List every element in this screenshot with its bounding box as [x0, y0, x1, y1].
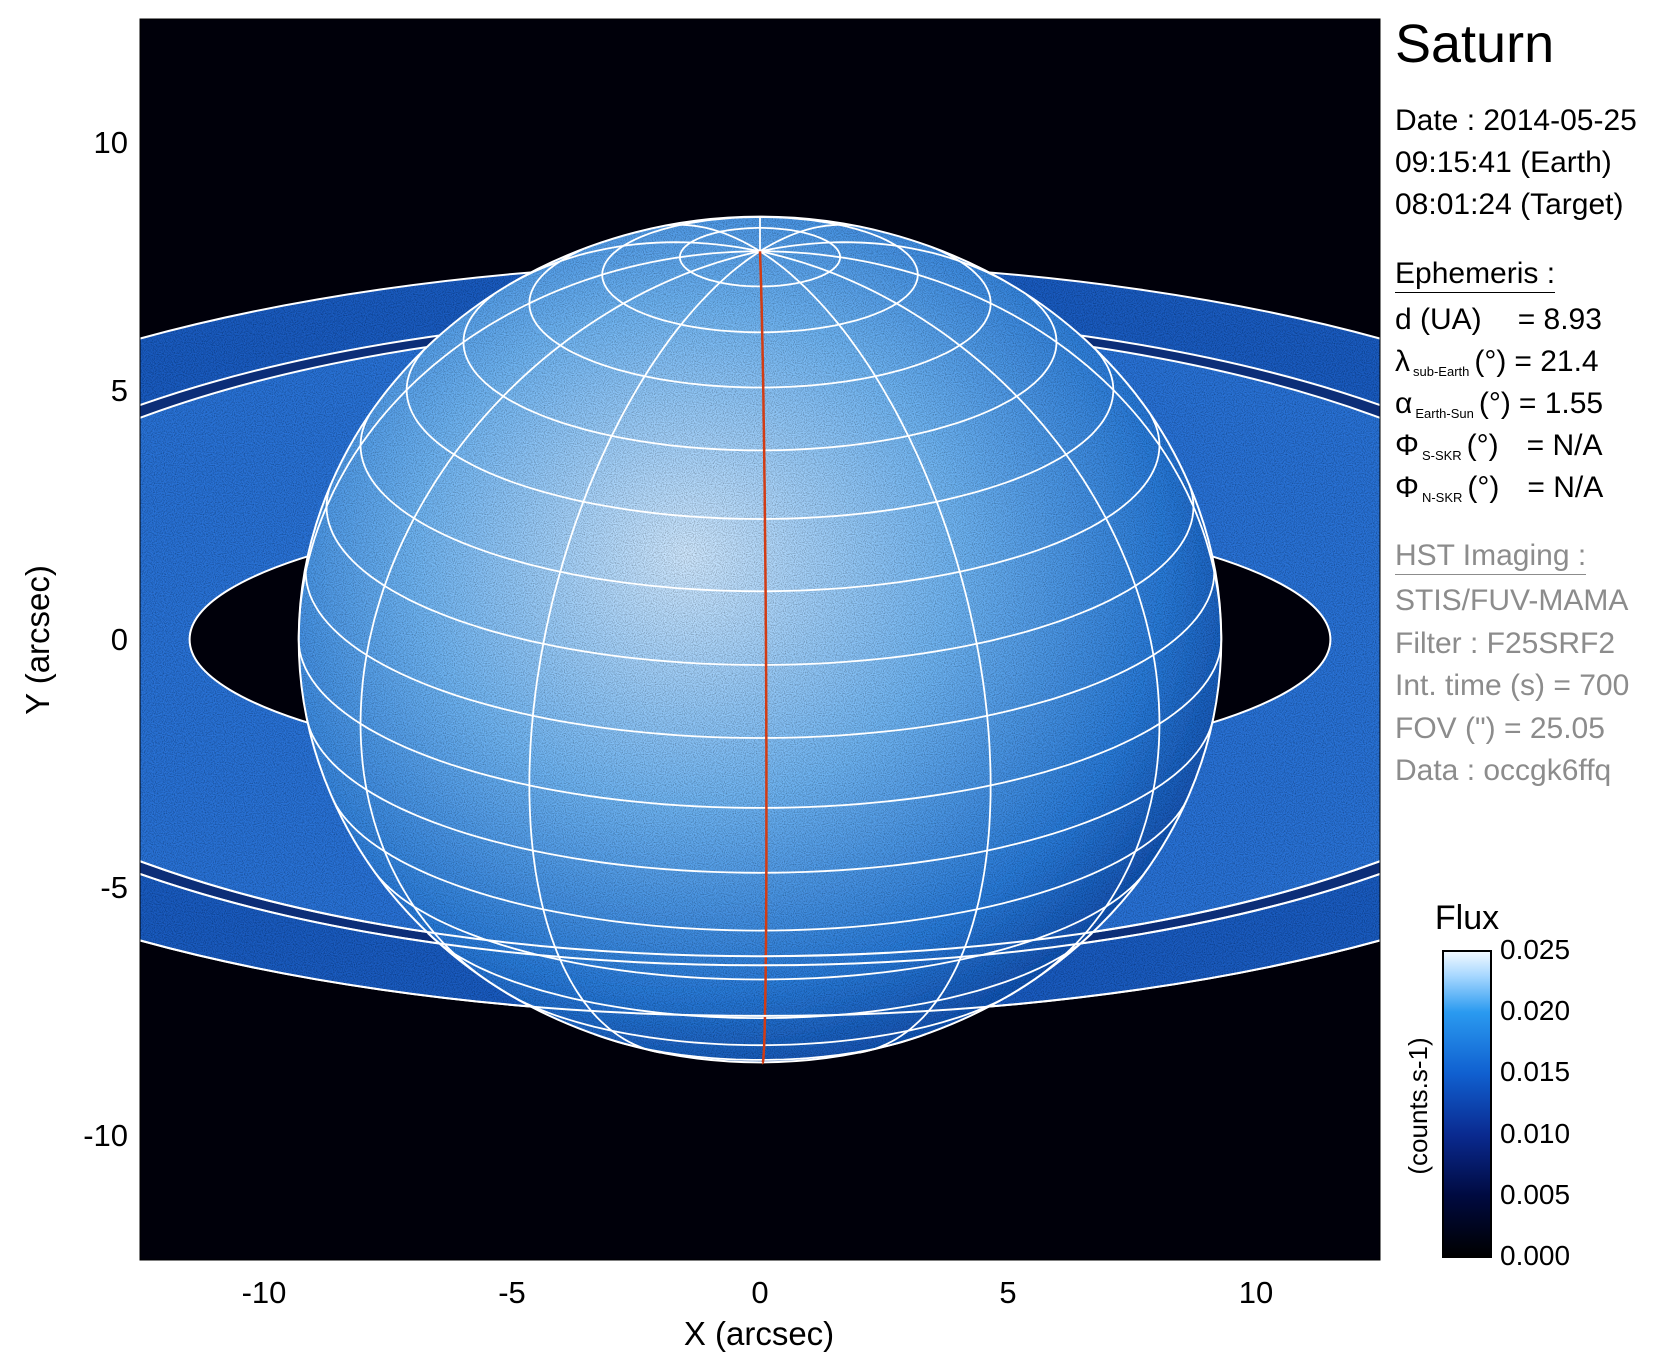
y-tick-label: -5 [100, 869, 128, 905]
planet-body [298, 216, 1222, 1063]
latitude-line [528, 246, 992, 389]
latitude-line [497, 986, 1023, 1047]
meridian-line [516, 241, 761, 282]
latitude-line [325, 484, 1195, 666]
meridian-line [359, 250, 761, 995]
ephemeris-symbol: Φ [1395, 471, 1419, 504]
colorbar-label: (counts.s-1) [1403, 1037, 1433, 1175]
imaging-row: Int. time (s) = 700 [1395, 669, 1630, 702]
y-tick-label: 5 [110, 373, 128, 409]
ephemeris-subscript: S-SKR [1421, 448, 1462, 463]
ephemeris-value: = N/A [1526, 429, 1603, 462]
ephemeris-subscript: N-SKR [1421, 490, 1463, 505]
meridian-line [759, 250, 992, 1054]
meridian-line [759, 250, 1161, 995]
ring-front-outline [140, 860, 1380, 958]
meridian-line [297, 250, 761, 640]
x-axis-label: X (arcsec) [683, 1315, 835, 1352]
colorbar-tick-label: 0.005 [1500, 1178, 1571, 1210]
colorbar-tick-label: 0.015 [1500, 1056, 1571, 1088]
latitude-line [427, 932, 1093, 1020]
y-tick-label: 0 [110, 621, 128, 657]
ring-front-outline [140, 872, 1380, 967]
imaging-row: Data : occgk6ffq [1395, 754, 1612, 787]
imaging-row: Filter : F25SRF2 [1395, 626, 1616, 660]
colorbar-tick-label: 0.010 [1500, 1117, 1571, 1149]
x-tick-label: -5 [498, 1275, 526, 1310]
ephemeris-row: λ sub-Earth (°) = 21.4 [1395, 344, 1599, 390]
latitude-line [304, 566, 1216, 739]
time-target: 08:01:24 (Target) [1395, 188, 1624, 221]
ephemeris-row: d (UA) = 8.93 [1395, 302, 1602, 348]
latitude-line [305, 718, 1215, 874]
ephemeris-symbol: d (UA) [1395, 303, 1482, 336]
colorbar-tick-label: 0.025 [1500, 934, 1571, 965]
ephemeris-row: α Earth-Sun (°) = 1.55 [1395, 386, 1603, 432]
ephemeris-subscript: Earth-Sun [1415, 406, 1474, 421]
latitude-line [462, 293, 1058, 452]
y-tick-label: -10 [83, 1117, 128, 1153]
y-tick-label: 10 [93, 125, 128, 161]
imaging-title: HST Imaging : [1395, 539, 1587, 575]
date-label: Date : 2014-05-25 [1395, 104, 1637, 137]
ephemeris-row: Φ S-SKR (°) = N/A [1395, 428, 1603, 474]
ephemeris-row: Φ N-SKR (°) = N/A [1395, 470, 1603, 516]
ephemeris-unit: (°) [1466, 429, 1499, 462]
colorbar [1442, 950, 1492, 1258]
x-tick-label: 0 [751, 1275, 769, 1310]
ephemeris-value: = N/A [1527, 471, 1604, 504]
imaging-row: STIS/FUV-MAMA [1395, 584, 1629, 617]
meridian-line [759, 241, 1004, 282]
ephemeris-unit: (°) [1474, 345, 1507, 378]
ephemeris-symbol: α [1395, 387, 1413, 420]
meridian-line [666, 223, 761, 253]
x-tick-label: 10 [1238, 1275, 1274, 1310]
ephemeris-title: Ephemeris : [1395, 257, 1556, 293]
ephemeris-symbol: λ [1395, 345, 1410, 378]
latitude-line [359, 414, 1161, 593]
latitude-line [405, 349, 1115, 520]
imaging-row: FOV (") = 25.05 [1395, 711, 1605, 745]
latitude-line [332, 799, 1188, 932]
central-meridian-line [758, 251, 768, 1065]
latitude-line [371, 868, 1149, 981]
ephemeris-unit: (°) [1478, 387, 1511, 420]
ephemeris-value: = 1.55 [1518, 387, 1604, 420]
colorbar-title: Flux [1434, 899, 1500, 937]
ephemeris-symbol: Φ [1395, 429, 1419, 462]
target-title: Saturn [1395, 14, 1555, 74]
ring-front-outline [140, 939, 1380, 1017]
meridian-line [759, 223, 854, 253]
x-tick-label: 5 [999, 1275, 1017, 1310]
colorbar-tick-label: 0.000 [1500, 1240, 1571, 1271]
plot-frame [139, 18, 1381, 1261]
time-earth: 09:15:41 (Earth) [1395, 146, 1612, 179]
meridian-line [759, 250, 1223, 640]
ephemeris-value: = 21.4 [1514, 345, 1599, 378]
ring-front-outlines [140, 860, 1380, 1017]
y-axis-label: Y (arcsec) [19, 565, 56, 715]
ephemeris-subscript: sub-Earth [1413, 364, 1470, 379]
lat-lon-grid [297, 216, 1223, 1065]
x-tick-label: -10 [241, 1275, 287, 1310]
ephemeris-unit: (°) [1467, 471, 1500, 504]
meridian-line [528, 250, 761, 1054]
colorbar-tick-label: 0.020 [1500, 995, 1571, 1027]
ephemeris-value: = 8.93 [1517, 303, 1602, 336]
